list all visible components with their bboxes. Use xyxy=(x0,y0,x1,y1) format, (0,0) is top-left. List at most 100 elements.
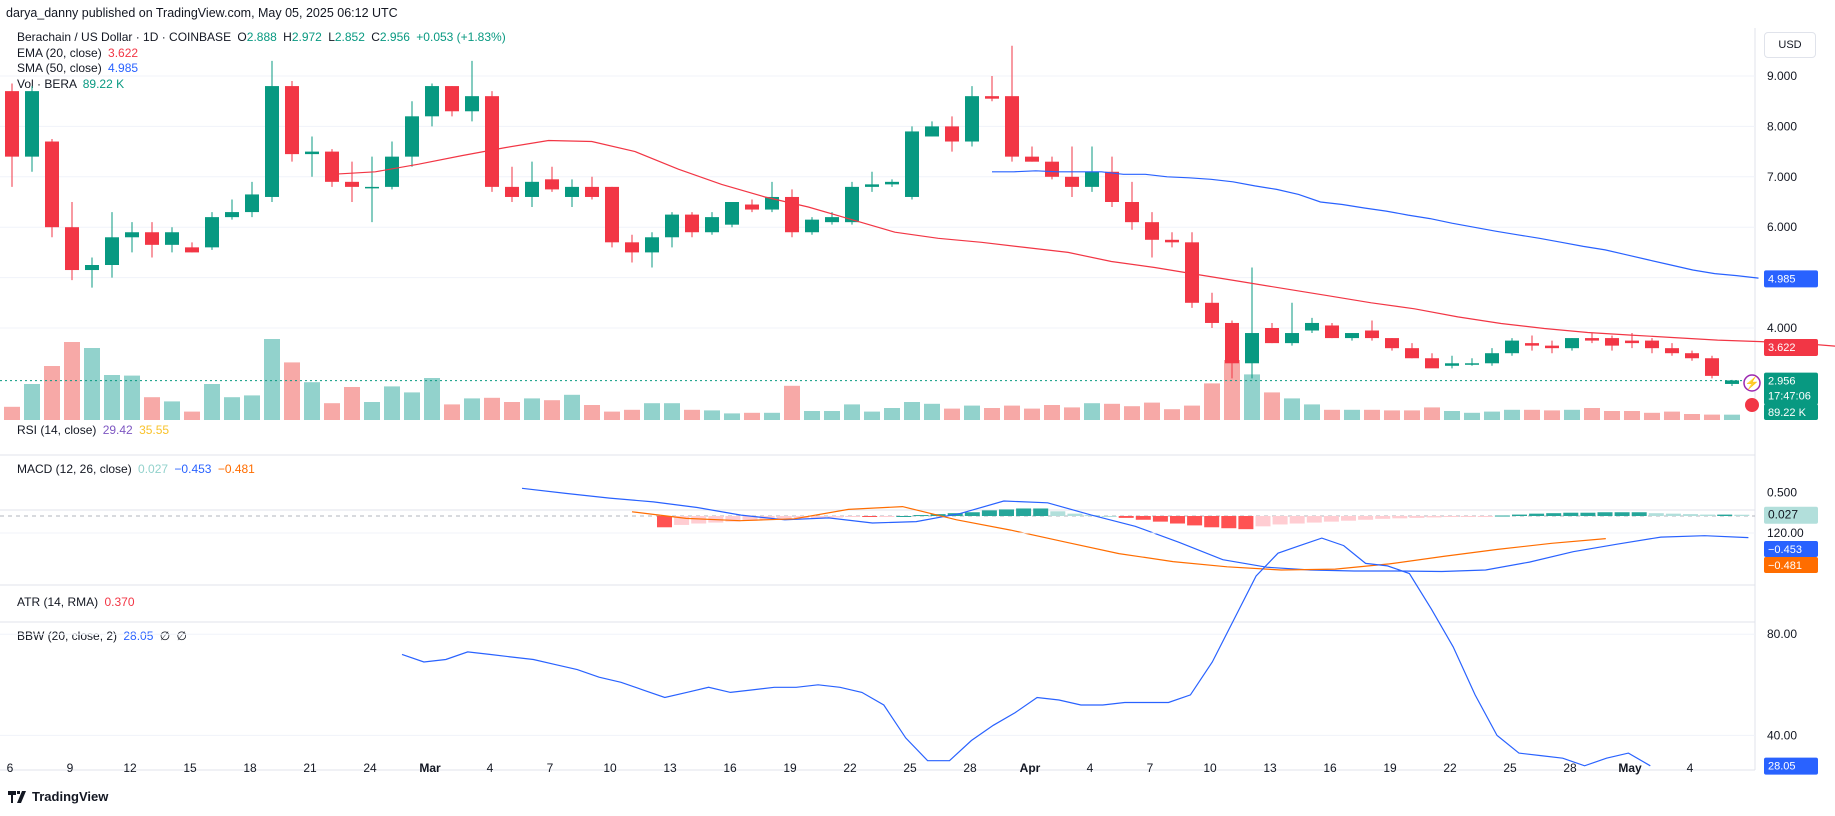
macd-histogram-bar xyxy=(725,516,741,522)
time-axis-label: Mar xyxy=(419,761,441,775)
macd-hist-tag xyxy=(1764,506,1818,524)
macd-histogram-bar xyxy=(1614,512,1630,516)
volume-bar xyxy=(804,411,820,420)
time-axis-label: May xyxy=(1618,761,1642,775)
macd-histogram-bar xyxy=(845,516,861,517)
time-axis-label: 12 xyxy=(123,761,137,775)
bbw-legend[interactable]: BBW (20, close, 2) 28.05 ∅ ∅ xyxy=(17,629,187,643)
volume-bar xyxy=(1024,408,1040,420)
candle-body xyxy=(1585,338,1599,341)
rsi-ma-value: 35.55 xyxy=(139,423,170,437)
candle-body xyxy=(1565,338,1579,349)
volume-bar xyxy=(1584,408,1600,420)
time-axis-label: 18 xyxy=(243,761,257,775)
time-axis-label: 21 xyxy=(303,761,317,775)
candle-body xyxy=(1725,380,1739,384)
candle-body xyxy=(625,242,639,253)
volume-value: 89.22 K xyxy=(82,77,125,91)
candle-body xyxy=(1345,333,1359,339)
countdown-text: 17:47:06 xyxy=(1768,391,1811,403)
symbol-name[interactable]: Berachain / US Dollar · 1D · COINBASE xyxy=(17,30,232,44)
sma-legend[interactable]: SMA (50, close) 4.985 xyxy=(17,61,138,75)
volume-bar xyxy=(724,413,740,420)
macd-histogram-bar xyxy=(1204,516,1220,528)
candle-body xyxy=(1705,358,1719,376)
macd-histogram-bar xyxy=(1016,508,1032,516)
candle-body xyxy=(1525,343,1539,346)
candle-body xyxy=(1545,345,1559,349)
macd-histogram-bar xyxy=(1118,516,1134,518)
candle-body xyxy=(585,186,599,197)
macd-histogram-bar xyxy=(1306,516,1322,523)
ema-legend[interactable]: EMA (20, close) 3.622 xyxy=(17,46,138,60)
volume-bar xyxy=(1664,411,1680,420)
volume-bar xyxy=(324,403,340,420)
macd-histogram-bar xyxy=(1665,513,1681,516)
candle-body xyxy=(705,217,719,233)
candle-body xyxy=(385,156,399,187)
volume-tag xyxy=(1764,404,1818,420)
volume-bar xyxy=(904,402,920,420)
volume-bar xyxy=(604,411,620,420)
candle-body xyxy=(1105,171,1119,202)
close-label: C xyxy=(371,30,380,44)
time-axis-label: 25 xyxy=(1503,761,1517,775)
candle-body xyxy=(665,214,679,238)
candle-body xyxy=(1625,340,1639,344)
candle-body xyxy=(145,232,159,245)
macd-histogram-bar xyxy=(1272,516,1288,525)
candle-body xyxy=(1685,353,1699,359)
volume-bar xyxy=(1544,410,1560,420)
change-value: +0.053 (+1.83%) xyxy=(416,30,506,44)
candle-body xyxy=(285,86,299,155)
candle-body xyxy=(885,181,899,185)
volume-bar xyxy=(44,366,60,420)
volume-bar xyxy=(404,392,420,420)
price-tick-label: 4.000 xyxy=(1767,321,1797,335)
candle-body xyxy=(605,186,619,243)
macd-line-value: −0.453 xyxy=(174,462,212,476)
atr-legend[interactable]: ATR (14, RMA) 0.370 xyxy=(17,595,135,609)
macd-hist-tag-text: 0.027 xyxy=(1768,508,1798,522)
macd-histogram-bar xyxy=(999,509,1014,516)
bbw-value: 28.05 xyxy=(123,629,154,643)
sma-price-tag-text: 4.985 xyxy=(1768,273,1796,285)
volume-bar xyxy=(124,375,140,420)
macd-line-tag-text: −0.453 xyxy=(1768,544,1802,556)
time-axis-label: 6 xyxy=(7,761,14,775)
volume-bar xyxy=(1124,406,1140,420)
bbw-extra-2: ∅ xyxy=(176,629,187,643)
candle-body xyxy=(1285,333,1299,344)
time-axis-label: 7 xyxy=(547,761,554,775)
macd-histogram-bar xyxy=(691,516,707,524)
macd-histogram-bar xyxy=(1443,516,1459,517)
volume-bar xyxy=(504,402,520,420)
close-value: 2.956 xyxy=(379,30,410,44)
candle-body xyxy=(545,179,559,190)
high-value: 2.972 xyxy=(291,30,322,44)
bbw-line xyxy=(401,537,1651,767)
macd-histogram-bar xyxy=(1187,516,1203,526)
candle-body xyxy=(1085,171,1099,187)
low-value: 2.852 xyxy=(334,30,365,44)
currency-button[interactable]: USD xyxy=(1764,32,1816,58)
volume-bar xyxy=(464,398,480,420)
macd-legend[interactable]: MACD (12, 26, close) 0.027 −0.453 −0.481 xyxy=(17,462,255,476)
rsi-legend[interactable]: RSI (14, close) 29.42 35.55 xyxy=(17,423,169,437)
tradingview-logo-icon xyxy=(8,790,26,803)
volume-bar xyxy=(1684,414,1700,420)
bbw-value-tag-text: 28.05 xyxy=(1768,761,1796,773)
macd-histogram-bar xyxy=(1546,513,1562,516)
time-axis-label: 9 xyxy=(67,761,74,775)
macd-signal-value: −0.481 xyxy=(217,462,255,476)
time-axis-label: 25 xyxy=(903,761,917,775)
ema-line xyxy=(331,139,1835,347)
time-axis-label: 28 xyxy=(1563,761,1577,775)
volume-bar xyxy=(1244,374,1260,420)
candle-body xyxy=(405,116,419,157)
candle-body xyxy=(765,196,779,210)
volume-bar xyxy=(1164,409,1180,420)
rsi-value: 29.42 xyxy=(102,423,133,437)
time-axis-label: 22 xyxy=(1443,761,1457,775)
